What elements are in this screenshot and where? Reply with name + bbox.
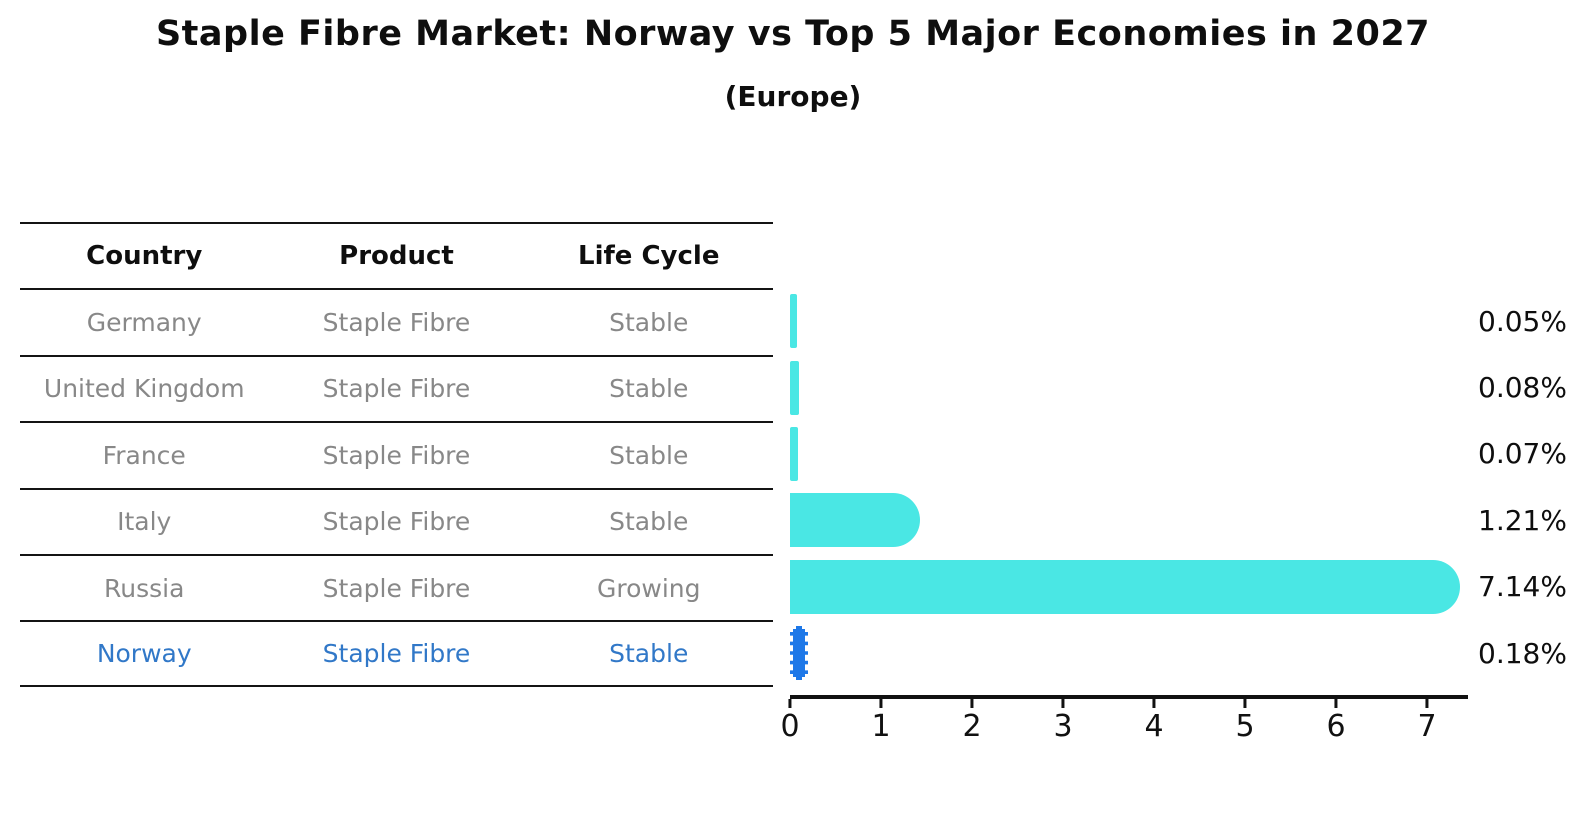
tick-label: 4 <box>1144 708 1164 744</box>
bar-slot <box>790 421 1468 487</box>
table-row: Russia Staple Fibre Growing <box>20 553 773 620</box>
x-axis-tick: 5 <box>1235 698 1255 744</box>
tick-mark <box>1061 698 1065 708</box>
value-label-france: 0.07% <box>1478 437 1567 471</box>
tick-label: 3 <box>1053 708 1073 744</box>
bar-united-kingdom <box>790 360 800 415</box>
cell-product: Staple Fibre <box>322 440 471 470</box>
cell-life-cycle: Stable <box>609 440 689 470</box>
cell-country: France <box>102 440 186 470</box>
tick-mark <box>1334 698 1338 708</box>
tick-label: 6 <box>1326 708 1346 744</box>
table-row-norway: Norway Staple Fibre Stable <box>20 620 773 687</box>
cell-life-cycle: Stable <box>609 507 689 537</box>
bar-slot <box>790 620 1468 686</box>
table-row: France Staple Fibre Stable <box>20 421 773 487</box>
bar-value-labels: 0.05% 0.08% 0.07% 1.21% 7.14% 0.18% <box>1478 288 1586 686</box>
cell-product: Staple Fibre <box>322 639 471 669</box>
cell-country: Russia <box>104 573 185 603</box>
table-row: Germany Staple Fibre Stable <box>20 288 773 354</box>
column-header-country: Country <box>86 241 203 272</box>
bar-norway <box>790 626 809 681</box>
tick-label: 0 <box>780 708 800 744</box>
cell-life-cycle: Growing <box>596 573 701 603</box>
table-header-row: Country Product Life Cycle <box>20 222 773 288</box>
table-row: United Kingdom Staple Fibre Stable <box>20 354 773 421</box>
value-label-germany: 0.05% <box>1478 304 1567 338</box>
tick-mark <box>1243 698 1247 708</box>
tick-label: 2 <box>962 708 982 744</box>
cell-product: Staple Fibre <box>322 308 471 338</box>
value-label-norway: 0.18% <box>1478 636 1567 670</box>
tick-mark <box>788 698 792 708</box>
x-axis-tick: 4 <box>1144 698 1164 744</box>
bar-chart: 0 1 2 3 4 5 6 7 <box>780 288 1468 741</box>
cell-product: Staple Fibre <box>322 573 471 603</box>
x-axis-tick: 1 <box>871 698 891 744</box>
cell-country: Germany <box>86 308 202 338</box>
tick-mark <box>1152 698 1156 708</box>
cell-product: Staple Fibre <box>322 507 471 537</box>
x-axis-tick: 2 <box>962 698 982 744</box>
value-label-united-kingdom: 0.08% <box>1478 371 1567 405</box>
tick-label: 5 <box>1235 708 1255 744</box>
page-subtitle: (Europe) <box>724 80 862 113</box>
cell-life-cycle: Stable <box>609 374 689 404</box>
cell-life-cycle: Stable <box>609 639 689 669</box>
cell-life-cycle: Stable <box>609 308 689 338</box>
bar-slot <box>790 487 1468 553</box>
tick-mark <box>970 698 974 708</box>
cell-country: United Kingdom <box>43 374 245 404</box>
column-header-product: Product <box>339 241 454 272</box>
bar-germany <box>790 294 797 349</box>
bar-slot <box>790 288 1468 354</box>
cell-product: Staple Fibre <box>322 374 471 404</box>
bar-france <box>790 426 799 481</box>
tick-mark <box>879 698 883 708</box>
cell-country: Norway <box>96 639 192 669</box>
value-label-russia: 7.14% <box>1478 570 1567 604</box>
table-row: Italy Staple Fibre Stable <box>20 487 773 554</box>
value-label-italy: 1.21% <box>1478 503 1567 537</box>
tick-label: 7 <box>1417 708 1437 744</box>
x-axis-tick: 0 <box>780 698 800 744</box>
x-axis-spine <box>790 695 1468 699</box>
country-table: Country Product Life Cycle Germany Stapl… <box>20 222 773 687</box>
x-axis-tick: 6 <box>1326 698 1346 744</box>
bar-russia <box>790 559 1460 614</box>
bar-slot <box>790 354 1468 420</box>
tick-label: 1 <box>871 708 891 744</box>
bar-slot <box>790 554 1468 620</box>
tick-mark <box>1425 698 1429 708</box>
bar-italy <box>790 493 921 548</box>
cell-country: Italy <box>117 507 172 537</box>
x-axis-tick: 7 <box>1417 698 1437 744</box>
page-title: Staple Fibre Market: Norway vs Top 5 Maj… <box>155 14 1431 54</box>
column-header-life-cycle: Life Cycle <box>578 241 720 272</box>
x-axis-tick: 3 <box>1053 698 1073 744</box>
